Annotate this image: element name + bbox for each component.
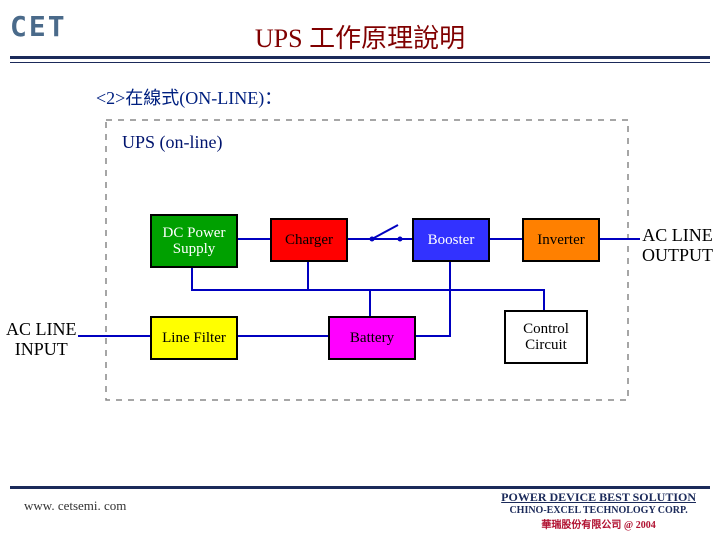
node-battery: Battery <box>328 316 416 360</box>
node-charger: Charger <box>270 218 348 262</box>
ac-line-input-label: AC LINEINPUT <box>6 320 77 360</box>
footer-line1: POWER DEVICE BEST SOLUTION <box>501 490 696 505</box>
footer-rule <box>10 486 710 489</box>
ac-line-output-label: AC LINEOUTPUT <box>642 226 713 266</box>
node-dc-power: DC PowerSupply <box>150 214 238 268</box>
footer-line2: CHINO-EXCEL TECHNOLOGY CORP. <box>501 505 696 516</box>
node-booster: Booster <box>412 218 490 262</box>
node-line-filter: Line Filter <box>150 316 238 360</box>
footer-url: www. cetsemi. com <box>24 498 126 514</box>
svg-text:UPS (on-line): UPS (on-line) <box>122 132 223 153</box>
node-control: ControlCircuit <box>504 310 588 364</box>
node-inverter: Inverter <box>522 218 600 262</box>
diagram-svg: UPS (on-line) <box>0 0 720 540</box>
footer-line3: 華瑞股份有限公司 @ 2004 <box>501 516 696 531</box>
footer-right: POWER DEVICE BEST SOLUTION CHINO-EXCEL T… <box>501 490 696 531</box>
